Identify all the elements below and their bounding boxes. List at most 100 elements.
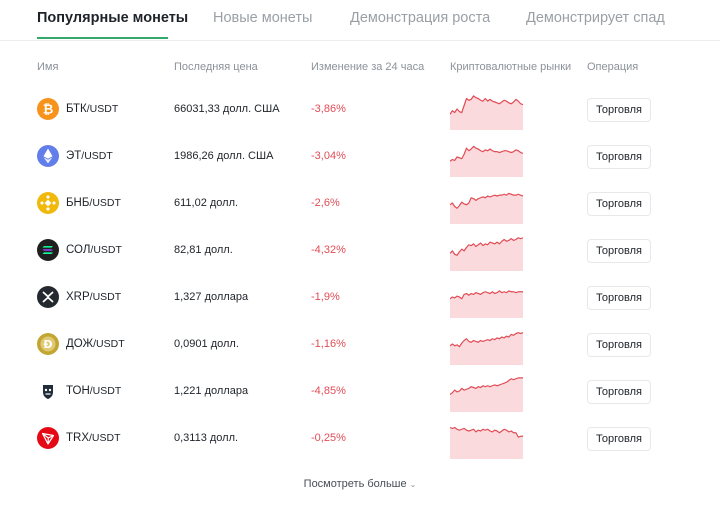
coin-base: БНБ [66, 197, 90, 209]
sparkline-area [450, 237, 523, 271]
table-row[interactable]: ТОН/USDT 1,221 доллара -4,85% Торговля [0, 377, 720, 439]
change-24h: -1,9% [311, 291, 340, 303]
change-24h: -0,25% [311, 432, 346, 444]
sparkline-line [450, 332, 523, 348]
tab-new-coins[interactable]: Новые монеты [213, 10, 313, 26]
coin-quote: /USDT [81, 150, 113, 162]
tab-popular-coins[interactable]: Популярные монеты [37, 10, 189, 26]
coin-base: ТОН [66, 385, 90, 397]
change-24h: -1,16% [311, 338, 346, 350]
sparkline-line [450, 377, 523, 395]
column-header-name: Имя [37, 61, 59, 73]
coin-pair[interactable]: БТК/USDT [66, 103, 118, 115]
svg-text:Ð: Ð [43, 338, 52, 351]
coin-base: ДОЖ [66, 338, 94, 350]
trade-button[interactable]: Торговля [587, 98, 651, 122]
coin-quote: /USDT [89, 385, 122, 397]
table-row[interactable]: TRX/USDT 0,3113 долл. -0,25% Торговля [0, 426, 720, 486]
coin-base: ЭТ [66, 150, 82, 162]
coin-base: СОЛ [66, 244, 91, 256]
trade-button[interactable]: Торговля [587, 192, 651, 216]
last-price: 0,0901 долл. [174, 338, 239, 350]
coin-pair[interactable]: ЭТ/USDT [66, 150, 113, 162]
tab-bar: Популярные монеты Новые монеты Демонстра… [0, 0, 720, 41]
solana-icon [37, 239, 59, 261]
coin-pair[interactable]: ТОН/USDT [66, 385, 121, 397]
sparkline-chart [450, 192, 523, 224]
table-row[interactable]: СОЛ/USDT 82,81 долл. -4,32% Торговля [0, 237, 720, 298]
change-24h: -4,85% [311, 385, 346, 397]
sparkline-area [450, 427, 523, 459]
active-tab-indicator [37, 37, 168, 39]
coin-base: БТК [66, 103, 87, 115]
sparkline-line [450, 237, 523, 256]
last-price: 66031,33 долл. США [174, 103, 280, 115]
sparkline-area [450, 332, 523, 365]
sparkline-area [450, 377, 523, 412]
bnb-icon [37, 192, 59, 214]
table-row[interactable]: XRP/USDT 1,327 доллара -1,9% Торговля [0, 286, 720, 345]
sparkline-chart [450, 145, 523, 177]
see-more-label: Посмотреть больше [303, 478, 407, 490]
chevron-down-icon: ⌄ [409, 480, 417, 489]
column-header-last-price: Последняя цена [174, 61, 258, 73]
last-price: 611,02 долл. [174, 197, 239, 209]
sparkline-line [450, 145, 523, 162]
tab-top-losers[interactable]: Демонстрирует спад [526, 10, 665, 26]
bitcoin-icon: ₿ [37, 98, 59, 120]
table-row[interactable]: БНБ/USDT 611,02 долл. -2,6% Торговля [0, 192, 720, 251]
ton-icon [37, 380, 59, 402]
last-price: 1,327 доллара [174, 291, 249, 303]
last-price: 1986,26 долл. США [174, 150, 274, 162]
coin-pair[interactable]: ДОЖ/USDT [66, 338, 125, 350]
trade-button[interactable]: Торговля [587, 239, 651, 263]
coin-pair[interactable]: XRP/USDT [66, 291, 121, 303]
coin-quote: /USDT [89, 197, 121, 209]
last-price: 1,221 доллара [174, 385, 249, 397]
trade-button[interactable]: Торговля [587, 333, 651, 357]
coin-pair[interactable]: TRX/USDT [66, 432, 121, 444]
coin-base: TRX [66, 432, 89, 444]
trade-button[interactable]: Торговля [587, 427, 651, 451]
sparkline-chart [450, 95, 523, 130]
coin-base: XRP [66, 291, 90, 303]
trade-button[interactable]: Торговля [587, 286, 651, 310]
ethereum-icon [37, 145, 59, 167]
sparkline-area [450, 95, 523, 130]
sparkline-chart [450, 426, 523, 459]
sparkline-line [450, 95, 523, 115]
sparkline-area [450, 290, 523, 318]
table-row[interactable]: Ð ДОЖ/USDT 0,0901 долл. -1,16% Торговля [0, 332, 720, 392]
last-price: 82,81 долл. [174, 244, 233, 256]
last-price: 0,3113 долл. [174, 432, 239, 444]
change-24h: -2,6% [311, 197, 340, 209]
sparkline-chart [450, 332, 523, 365]
sparkline-area [450, 146, 523, 177]
coin-quote: /USDT [89, 291, 122, 303]
coin-quote: /USDT [90, 244, 122, 256]
coin-pair[interactable]: СОЛ/USDT [66, 244, 122, 256]
sparkline-chart [450, 237, 523, 271]
sparkline-area [450, 193, 523, 224]
tab-top-gainers[interactable]: Демонстрация роста [350, 10, 491, 26]
column-header-change-24h: Изменение за 24 часа [311, 61, 425, 73]
coin-pair[interactable]: БНБ/USDT [66, 197, 121, 209]
dogecoin-icon: Ð [37, 333, 59, 355]
change-24h: -3,04% [311, 150, 346, 162]
table-row[interactable]: ЭТ/USDT 1986,26 долл. США -3,04% Торговл… [0, 145, 720, 204]
table-row[interactable]: ₿ БТК/USDT 66031,33 долл. США -3,86% Тор… [0, 95, 720, 157]
column-header-operation: Операция [587, 61, 639, 73]
sparkline-line [450, 192, 523, 209]
column-header-markets: Криптовалютные рынки [450, 61, 572, 73]
coin-quote: /USDT [89, 432, 121, 444]
coin-quote: /USDT [86, 103, 119, 115]
see-more-link[interactable]: Посмотреть больше ⌄ [0, 478, 720, 490]
sparkline-chart [450, 290, 523, 318]
change-24h: -4,32% [311, 244, 346, 256]
xrp-icon [37, 286, 59, 308]
trade-button[interactable]: Торговля [587, 380, 651, 404]
trade-button[interactable]: Торговля [587, 145, 651, 169]
change-24h: -3,86% [311, 103, 346, 115]
sparkline-line [450, 426, 523, 438]
svg-text:₿: ₿ [43, 103, 54, 118]
